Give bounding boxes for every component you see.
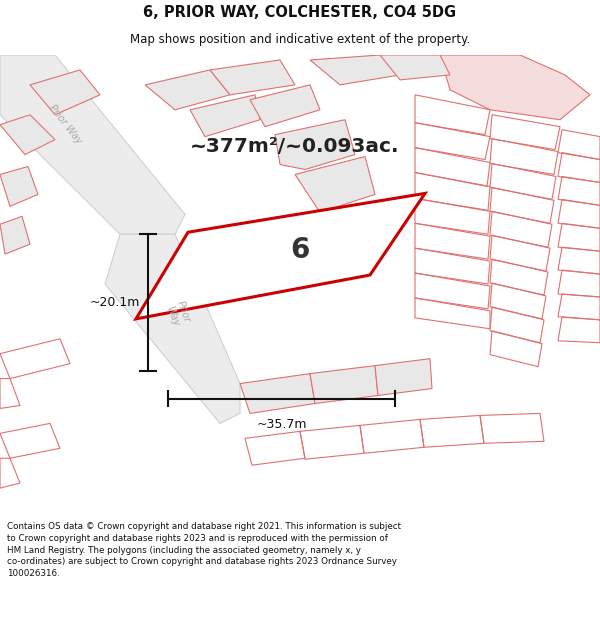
- Polygon shape: [380, 55, 450, 80]
- Text: 6: 6: [290, 236, 310, 264]
- Polygon shape: [136, 193, 425, 319]
- Polygon shape: [240, 374, 315, 413]
- Polygon shape: [310, 55, 400, 85]
- Polygon shape: [105, 234, 240, 423]
- Polygon shape: [440, 55, 590, 120]
- Polygon shape: [190, 95, 260, 137]
- Text: Prior Way: Prior Way: [47, 103, 83, 146]
- Polygon shape: [30, 70, 100, 115]
- Text: Map shows position and indicative extent of the property.: Map shows position and indicative extent…: [130, 33, 470, 46]
- Polygon shape: [0, 55, 185, 234]
- Polygon shape: [210, 60, 295, 95]
- Text: ~20.1m: ~20.1m: [89, 296, 140, 309]
- Text: ~35.7m: ~35.7m: [256, 418, 307, 431]
- Text: Contains OS data © Crown copyright and database right 2021. This information is : Contains OS data © Crown copyright and d…: [7, 522, 401, 578]
- Polygon shape: [295, 156, 375, 212]
- Polygon shape: [310, 366, 378, 404]
- Polygon shape: [0, 166, 38, 206]
- Polygon shape: [0, 216, 30, 254]
- Polygon shape: [145, 70, 230, 110]
- Text: Prior
Way: Prior Way: [164, 299, 192, 328]
- Polygon shape: [375, 359, 432, 396]
- Text: 6, PRIOR WAY, COLCHESTER, CO4 5DG: 6, PRIOR WAY, COLCHESTER, CO4 5DG: [143, 4, 457, 19]
- Polygon shape: [275, 120, 355, 169]
- Polygon shape: [250, 85, 320, 127]
- Text: ~377m²/~0.093ac.: ~377m²/~0.093ac.: [190, 137, 400, 156]
- Polygon shape: [0, 115, 55, 154]
